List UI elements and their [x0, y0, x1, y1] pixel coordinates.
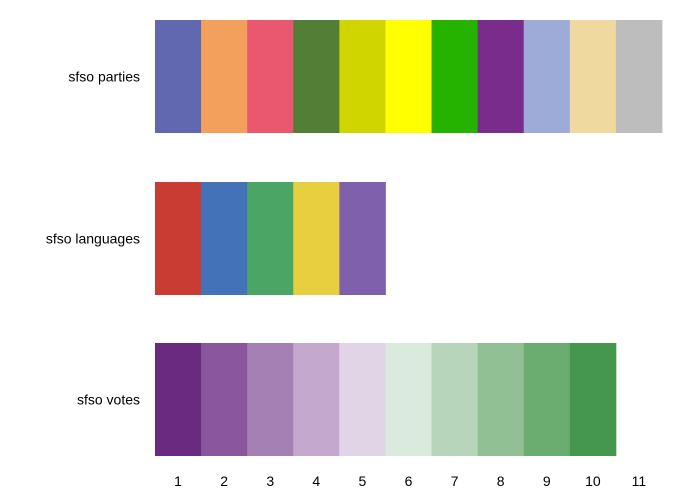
x-tick-label: 1: [174, 473, 182, 489]
x-tick-label: 8: [497, 473, 505, 489]
x-tick-label: 6: [405, 473, 413, 489]
color-swatch: [615, 20, 663, 133]
x-tick-label: 2: [220, 473, 228, 489]
palette-row: sfso votes: [77, 343, 617, 456]
color-swatch: [247, 20, 294, 133]
color-swatch: [523, 343, 571, 456]
x-tick-label: 3: [266, 473, 274, 489]
color-swatch: [477, 343, 525, 456]
palette-rows: sfso parties sfso languages sfso votes: [46, 20, 663, 456]
color-swatch: [385, 343, 432, 456]
color-swatch: [201, 20, 248, 133]
x-tick-label: 10: [585, 473, 601, 489]
color-swatch: [201, 182, 248, 295]
color-swatch: [155, 182, 202, 295]
color-swatch: [293, 182, 340, 295]
color-swatch: [293, 343, 340, 456]
x-tick-label: 5: [359, 473, 367, 489]
color-swatch: [155, 20, 202, 133]
row-label: sfso votes: [77, 392, 140, 408]
x-tick-label: 11: [632, 473, 647, 489]
color-swatch: [155, 343, 202, 456]
color-swatch: [569, 343, 617, 456]
row-label: sfso parties: [68, 69, 140, 85]
color-swatch: [339, 343, 386, 456]
color-swatch: [339, 182, 386, 295]
x-tick-label: 7: [451, 473, 459, 489]
x-axis-ticks: 1 2 3 4 5 6 7 8 9 10 11: [174, 473, 646, 489]
color-swatch: [431, 343, 479, 456]
color-swatch: [247, 343, 294, 456]
color-swatch: [477, 20, 525, 133]
row-label: sfso languages: [46, 231, 140, 247]
x-tick-label: 4: [312, 473, 320, 489]
palette-row: sfso parties: [68, 20, 663, 133]
color-swatch: [569, 20, 617, 133]
color-swatch: [201, 343, 248, 456]
color-swatch: [431, 20, 479, 133]
x-tick-label: 9: [543, 473, 551, 489]
color-swatch: [293, 20, 340, 133]
color-swatch: [385, 20, 432, 133]
color-swatch: [247, 182, 294, 295]
palette-row: sfso languages: [46, 182, 386, 295]
color-swatch: [523, 20, 571, 133]
color-swatch: [339, 20, 386, 133]
